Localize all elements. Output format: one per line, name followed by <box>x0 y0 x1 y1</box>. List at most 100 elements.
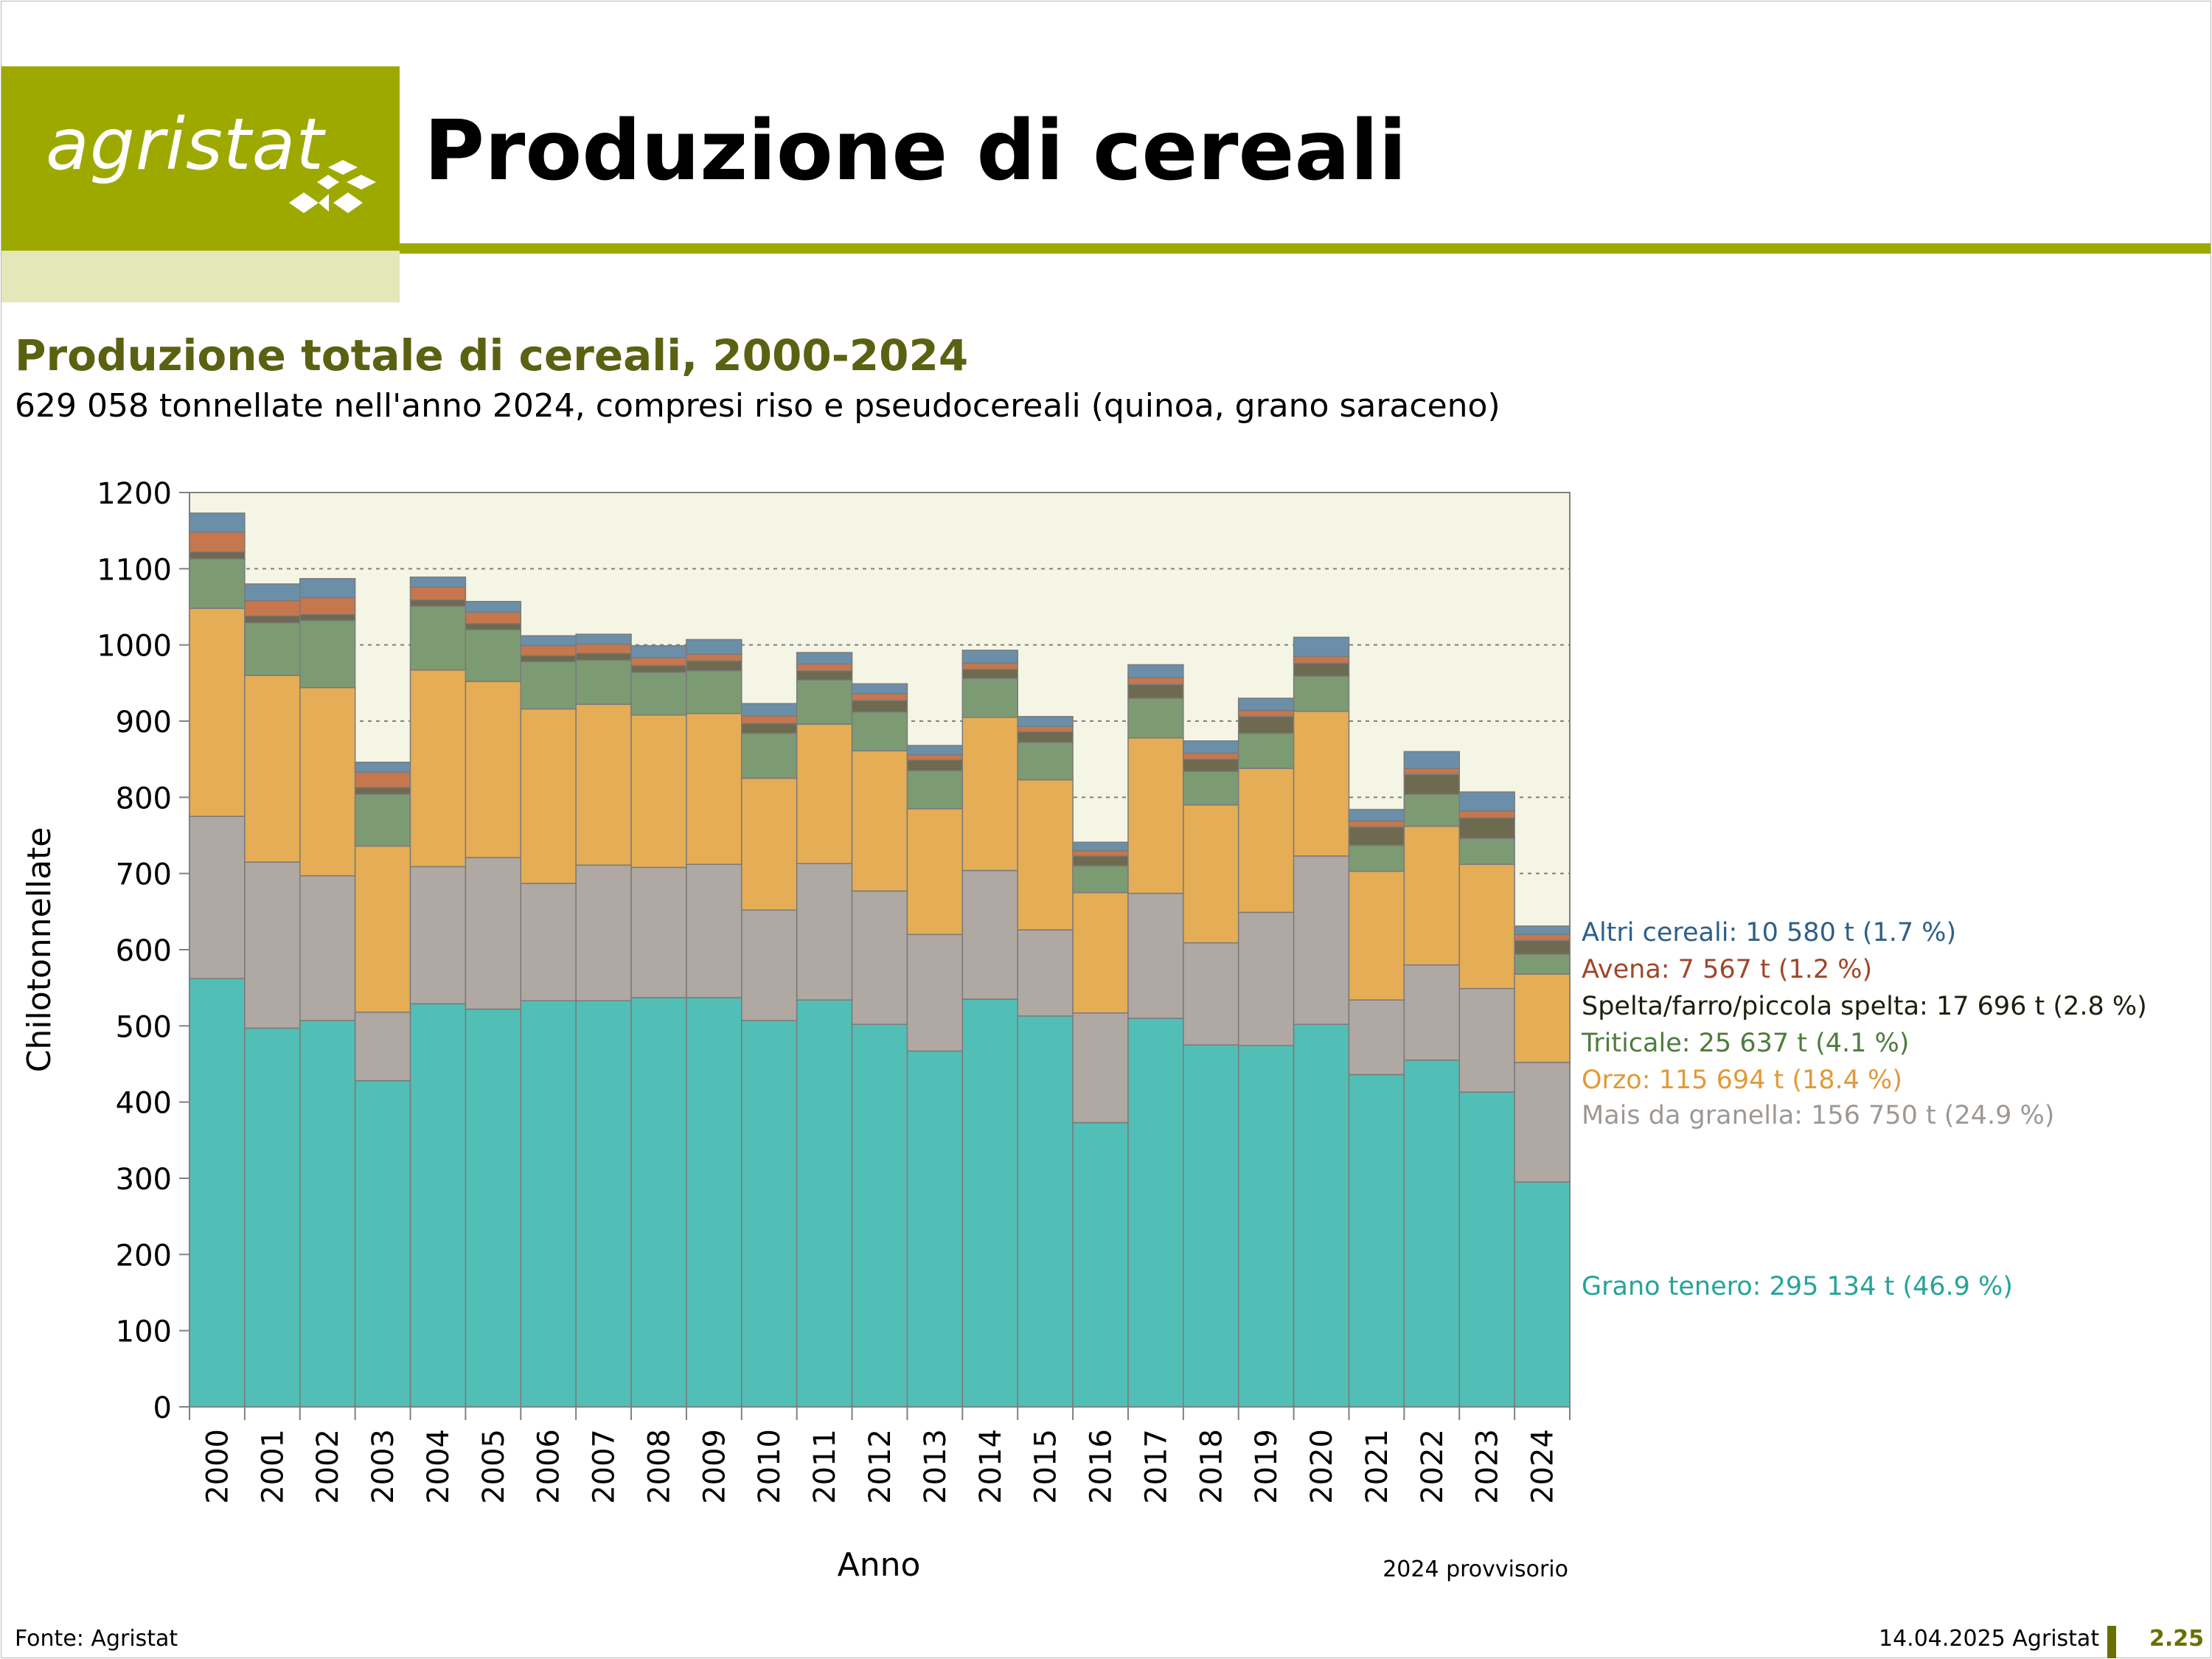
bar-segment <box>244 583 301 602</box>
bar-segment <box>1127 737 1184 894</box>
x-tick-label: 2012 <box>863 1429 897 1504</box>
bar-segment <box>1072 891 1129 1014</box>
y-axis-label: Chilotonnellate <box>21 827 58 1073</box>
bar-segment <box>244 861 301 1029</box>
bar-segment <box>1072 849 1129 857</box>
bar-segment <box>1183 804 1239 944</box>
x-tick-label: 2019 <box>1250 1429 1284 1504</box>
legend-entry: Orzo: 115 694 t (18.4 %) <box>1582 1065 1902 1095</box>
y-tick-label: 1100 <box>97 553 172 587</box>
legend-entry: Grano tenero: 295 134 t (46.9 %) <box>1582 1272 2013 1301</box>
bar-segment <box>851 693 908 701</box>
bar-segment <box>465 1008 522 1408</box>
bar-segment <box>906 1050 964 1408</box>
bar-segment <box>686 660 742 672</box>
bar-segment <box>961 668 1018 679</box>
bar-segment <box>741 909 798 1021</box>
x-tick-label: 2018 <box>1194 1429 1228 1504</box>
bar-segment <box>1017 716 1074 727</box>
provisional-note: 2024 provvisorio <box>1382 1557 1568 1582</box>
bar-segment <box>906 745 964 756</box>
bar-segment <box>1072 1012 1129 1124</box>
bar-segment <box>961 998 1018 1408</box>
bar-segment <box>1127 664 1184 678</box>
bar-segment <box>1072 855 1129 867</box>
bar-segment <box>1458 810 1515 818</box>
bar-segment <box>244 1027 301 1408</box>
x-tick-label: 2009 <box>698 1429 731 1504</box>
bar-segment <box>961 678 1018 718</box>
bar-segment <box>244 599 301 617</box>
bar-segment <box>1348 999 1405 1076</box>
bar-segment <box>961 650 1018 664</box>
bar-segment <box>796 723 853 864</box>
x-axis-label: Anno <box>838 1546 921 1584</box>
bar-segment <box>1293 636 1350 657</box>
bar-segment <box>741 703 798 717</box>
bar-segment <box>409 866 467 1005</box>
bar-segment <box>1348 826 1405 846</box>
bar-segment <box>851 683 908 695</box>
x-tick-label: 2002 <box>311 1429 345 1504</box>
bar-segment <box>1403 825 1460 966</box>
y-tick-label: 400 <box>116 1087 172 1121</box>
bar-segment <box>189 608 246 817</box>
legend-entry: Altri cereali: 10 580 t (1.7 %) <box>1582 918 1956 947</box>
bar-segment <box>575 643 632 654</box>
bar-segment <box>906 754 964 761</box>
x-tick-label: 2000 <box>201 1429 234 1504</box>
bar-segment <box>796 863 853 1001</box>
logo-underbar <box>1 251 400 302</box>
bar-segment <box>520 661 577 710</box>
bar-segment <box>906 933 964 1052</box>
bar-segment <box>354 845 411 1013</box>
x-tick-label: 2014 <box>974 1429 1008 1504</box>
logo-box <box>1 66 400 251</box>
bar-segment <box>1017 731 1074 743</box>
bar-segment <box>1127 698 1184 739</box>
bar-segment <box>189 531 246 553</box>
bar-segment <box>575 1000 632 1408</box>
x-tick-label: 2021 <box>1360 1429 1394 1504</box>
x-tick-label: 2015 <box>1029 1429 1063 1504</box>
bar-segment <box>906 770 964 810</box>
bar-segment <box>1183 1044 1239 1408</box>
bar-segment <box>1293 855 1350 1026</box>
bar-segment <box>630 664 687 673</box>
bar-segment <box>409 1003 467 1408</box>
bar-segment <box>520 635 577 647</box>
bar-segment <box>299 875 356 1021</box>
bar-segment <box>741 777 798 911</box>
bar-segment <box>1514 973 1571 1063</box>
page-title: Produzione di cereali <box>424 103 1407 199</box>
bar-segment <box>961 869 1018 1000</box>
bar-segment <box>409 586 467 601</box>
bar-segment <box>851 1023 908 1408</box>
bar-segment <box>1514 1181 1571 1408</box>
bar-segment <box>189 815 246 980</box>
bar-segment <box>961 662 1018 670</box>
bar-segment <box>1127 1018 1184 1408</box>
bar-segment <box>1183 758 1239 772</box>
bar-segment <box>1348 809 1405 822</box>
x-tick-label: 2023 <box>1471 1429 1505 1504</box>
bar-segment <box>354 1079 411 1408</box>
bar-segment <box>1072 865 1129 894</box>
bar-segment <box>686 712 742 866</box>
bar-segment <box>1514 1062 1571 1183</box>
x-tick-label: 2011 <box>808 1429 842 1504</box>
bar-segment <box>1403 773 1460 795</box>
bar-segment <box>1458 791 1515 812</box>
bar-segment <box>1072 1121 1129 1408</box>
bar-segment <box>1348 820 1405 828</box>
bar-segment <box>1293 1023 1350 1408</box>
x-tick-label: 2008 <box>642 1429 676 1504</box>
bar-segment <box>796 652 853 665</box>
y-tick-label: 1000 <box>97 630 172 664</box>
bar-segment <box>630 644 687 658</box>
bar-segment <box>575 653 632 661</box>
bar-segment <box>1458 817 1515 839</box>
x-tick-label: 2024 <box>1526 1429 1560 1504</box>
bar-segment <box>354 762 411 773</box>
bar-segment <box>906 808 964 936</box>
